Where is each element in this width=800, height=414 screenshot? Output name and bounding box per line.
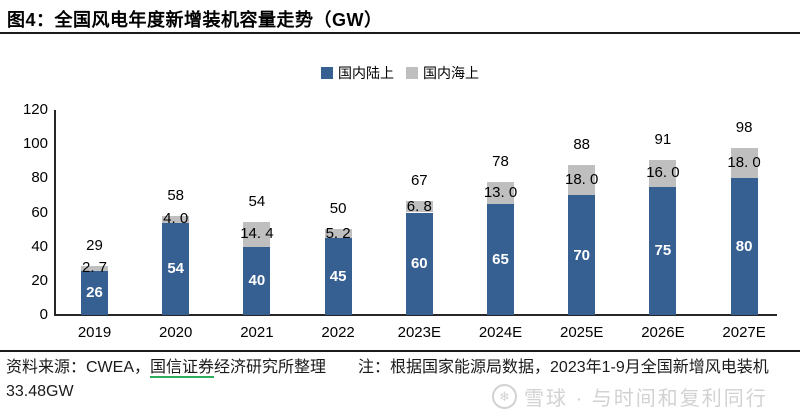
bar-offshore-2027E: [730, 147, 758, 179]
bar-label-offshore: 6. 8: [406, 197, 432, 215]
y-axis-tick: 40: [31, 237, 48, 255]
y-axis-tick: 100: [22, 135, 48, 153]
legend-swatch-offshore-icon: [406, 67, 418, 79]
bar-label-offshore: 5. 2: [325, 224, 351, 242]
bar-onshore-2026E: 75: [649, 186, 677, 315]
xueqiu-snowflake-logo-icon: ❄: [492, 384, 517, 409]
bar-label-total: 78: [492, 152, 509, 170]
x-axis-label: 2023E: [397, 324, 441, 341]
legend-item-offshore: 国内海上: [406, 63, 479, 83]
source-note: 资料来源：CWEA，国信证券经济研究所整理 注：根据国家能源局数据，2023年1…: [6, 356, 794, 404]
bar-label-total: 54: [248, 193, 266, 211]
bar-onshore-2023E: 60: [405, 212, 433, 315]
bar-label-onshore: 65: [492, 250, 509, 268]
bar-label-onshore: 75: [654, 242, 672, 260]
x-axis-label: 2022: [321, 324, 355, 341]
bar-label-onshore: 40: [248, 272, 266, 290]
bar-offshore-2025E: [568, 164, 596, 196]
watermark: ❄ 雪球 · 与时间和复利同行: [492, 382, 768, 411]
legend-swatch-onshore-icon: [321, 67, 333, 79]
note-text: 经济研究所整理 注：根据国家能源局数据，2023年1-9月全国新增风电装机33.…: [6, 359, 769, 400]
bar-offshore-2024E: [487, 181, 514, 204]
x-axis-label: 2019: [77, 324, 112, 341]
bar-label-offshore: 2. 7: [81, 259, 108, 277]
footer-divider: [0, 350, 800, 352]
bar-onshore-2024E: 65: [487, 203, 514, 315]
bar-label-onshore: 54: [167, 260, 185, 278]
bar-label-onshore: 70: [573, 246, 591, 264]
y-axis-tick: 20: [31, 271, 48, 289]
watermark-text: 雪球 · 与时间和复利同行: [524, 388, 768, 410]
page-title: 图4：全国风电年度新增装机容量走势（GW）: [7, 10, 383, 30]
bar-label-offshore: 13. 0: [483, 183, 518, 201]
bar-offshore-2023E: [405, 200, 433, 213]
bar-label-onshore: 45: [329, 268, 347, 286]
bar-onshore-2025E: 70: [568, 195, 596, 315]
source-link[interactable]: 国信证券: [150, 359, 215, 378]
x-axis-label: 2025E: [560, 324, 604, 341]
y-axis-tick: 60: [31, 203, 48, 221]
y-axis-tick: 0: [39, 306, 48, 323]
y-axis-tick: 120: [22, 101, 48, 118]
bar-label-total: 58: [167, 186, 185, 204]
legend-label-onshore: 国内陆上: [338, 65, 394, 81]
x-axis-label: 2020: [159, 324, 193, 341]
bar-label-offshore: 4. 0: [163, 210, 189, 228]
bar-offshore-2021: [243, 222, 271, 247]
bar-onshore-2022: 45: [324, 238, 352, 315]
y-axis-tick: 80: [31, 169, 48, 187]
bar-offshore-2022: [324, 229, 352, 239]
x-axis-label: 2024E: [478, 324, 523, 341]
bar-onshore-2027E: 80: [730, 178, 758, 315]
title-divider: [0, 32, 800, 34]
bar-label-total: 50: [329, 200, 347, 218]
bar-onshore-2019: 26: [81, 270, 108, 315]
bar-label-onshore: 80: [735, 238, 753, 256]
bar-onshore-2020: 54: [162, 222, 190, 315]
bar-label-onshore: 26: [86, 284, 103, 302]
bar-label-total: 88: [573, 135, 591, 153]
x-axis-label: 2026E: [641, 324, 685, 341]
bar-label-total: 67: [410, 171, 428, 189]
source-prefix-text: 资料来源：CWEA，: [6, 359, 151, 376]
bar-label-offshore: 18. 0: [565, 171, 599, 189]
bar-offshore-2019: [81, 265, 108, 271]
bar-label-offshore: 14. 4: [240, 225, 274, 243]
bar-label-total: 98: [735, 118, 753, 136]
bar-label-offshore: 16. 0: [646, 164, 680, 182]
legend-label-offshore: 国内海上: [423, 65, 479, 81]
x-axis-label: 2027E: [722, 324, 766, 341]
bar-label-onshore: 60: [410, 255, 428, 273]
y-axis-line: [54, 110, 56, 316]
bar-onshore-2021: 40: [243, 246, 271, 315]
bar-label-total: 91: [654, 130, 672, 148]
legend-item-onshore: 国内陆上: [321, 63, 394, 83]
bar-offshore-2026E: [649, 159, 677, 187]
chart-legend: 国内陆上 国内海上: [0, 63, 800, 83]
x-axis-label: 2021: [240, 324, 274, 341]
bar-label-total: 29: [86, 236, 103, 254]
x-axis-line: [54, 314, 777, 316]
bar-label-offshore: 18. 0: [727, 153, 761, 171]
bar-offshore-2020: [162, 215, 190, 223]
